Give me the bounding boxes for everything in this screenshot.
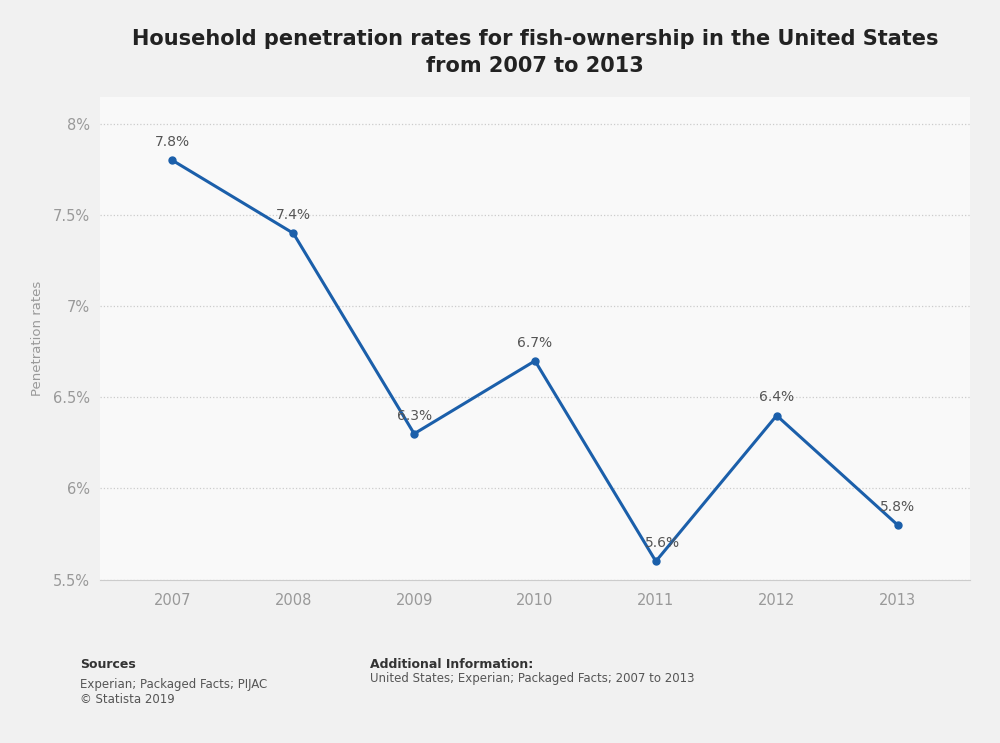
- Text: Additional Information:: Additional Information:: [370, 658, 533, 670]
- Text: Experian; Packaged Facts; PIJAC
© Statista 2019: Experian; Packaged Facts; PIJAC © Statis…: [80, 678, 267, 706]
- Text: Sources: Sources: [80, 658, 136, 670]
- Text: 7.4%: 7.4%: [276, 208, 311, 222]
- Point: [648, 555, 664, 567]
- Y-axis label: Penetration rates: Penetration rates: [31, 280, 44, 396]
- Title: Household penetration rates for fish-ownership in the United States
from 2007 to: Household penetration rates for fish-own…: [132, 29, 938, 76]
- Point: [527, 355, 543, 367]
- Point: [285, 227, 301, 239]
- Text: 6.4%: 6.4%: [759, 390, 794, 404]
- Text: United States; Experian; Packaged Facts; 2007 to 2013: United States; Experian; Packaged Facts;…: [370, 672, 694, 685]
- Point: [890, 519, 906, 531]
- Text: 6.7%: 6.7%: [517, 336, 553, 350]
- Text: 6.3%: 6.3%: [397, 409, 432, 423]
- Point: [164, 155, 180, 166]
- Text: 5.8%: 5.8%: [880, 500, 915, 513]
- Point: [406, 428, 422, 440]
- Text: 7.8%: 7.8%: [155, 135, 190, 149]
- Text: 5.6%: 5.6%: [645, 536, 680, 551]
- Point: [769, 409, 785, 421]
